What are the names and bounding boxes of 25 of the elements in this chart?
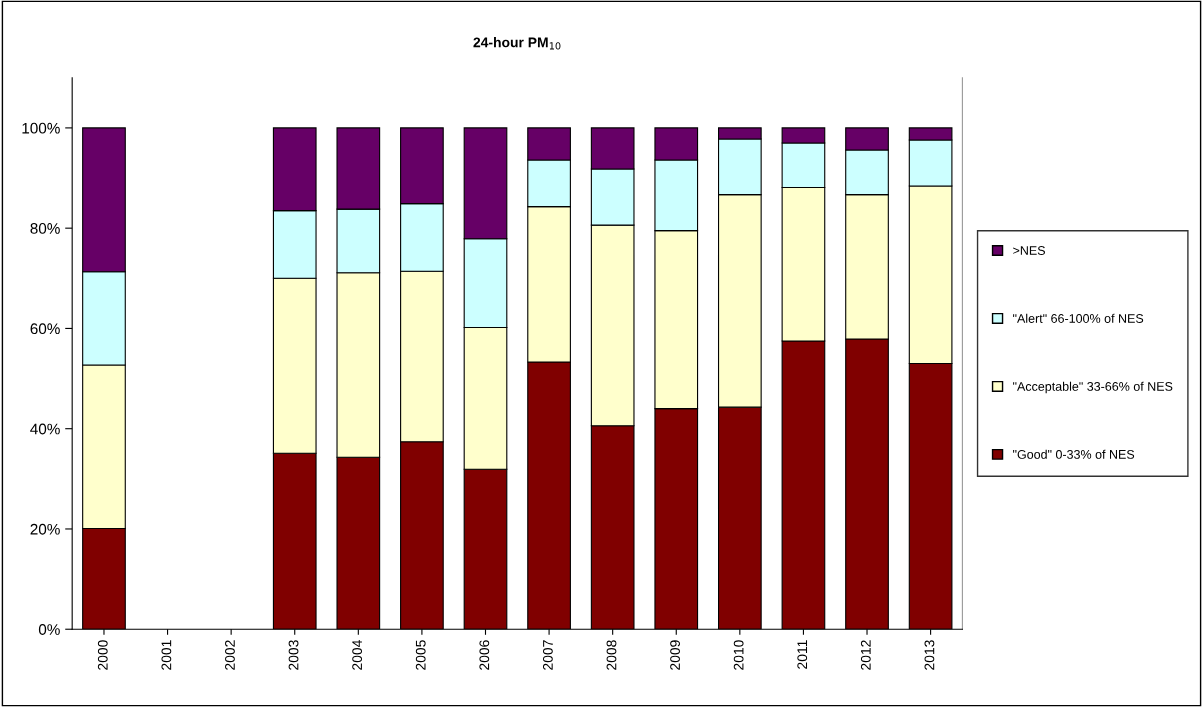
x-tick-label: 2011	[797, 640, 808, 669]
x-tick-label: 2010	[733, 640, 744, 670]
x-tick-label: 2008	[606, 640, 617, 670]
legend-label: "Alert" 66-100% of NES	[1013, 313, 1144, 323]
x-tick-label: 2013	[924, 640, 935, 670]
x-tick-label: 2009	[670, 640, 680, 670]
x-tick-label: 2004	[352, 640, 363, 670]
x-tick-label: 2006	[479, 640, 490, 670]
y-tick-label: 0%	[38, 624, 60, 635]
x-tick-label: 2007	[542, 640, 553, 670]
y-tick-label: 60%	[30, 323, 60, 335]
y-tick-label: 40%	[30, 423, 60, 435]
x-tick-label: 2012	[860, 640, 871, 670]
legend-label: >NES	[1013, 246, 1045, 255]
legend-label: "Acceptable" 33-66% of NES	[1013, 381, 1173, 394]
x-tick-label: 2005	[415, 640, 426, 670]
chart-title: 24-hour PM$_{10}$	[473, 37, 561, 50]
y-tick-label: 100%	[22, 122, 60, 134]
y-tick-label: 20%	[30, 523, 60, 535]
x-tick-label: 2001	[161, 640, 172, 670]
x-tick-label: 2002	[225, 640, 235, 670]
x-tick-label: 2000	[97, 640, 108, 670]
legend-label: "Good" 0-33% of NES	[1013, 449, 1135, 459]
x-tick-label: 2003	[288, 640, 299, 670]
y-tick-label: 80%	[30, 223, 60, 234]
